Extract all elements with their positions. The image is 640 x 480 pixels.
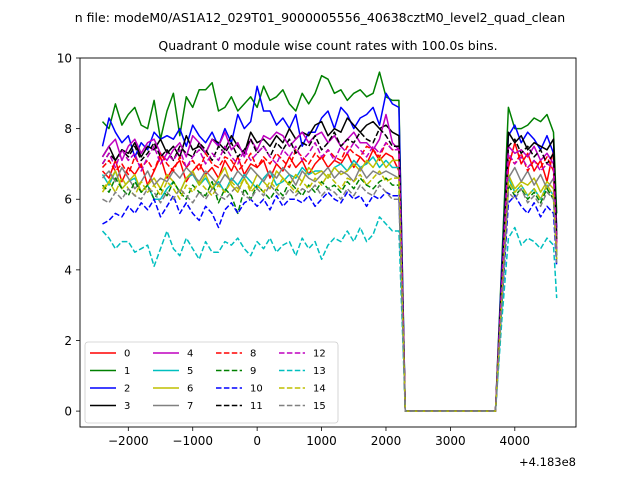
y-tick-label: 4 bbox=[64, 263, 72, 277]
legend-label-3: 3 bbox=[124, 401, 130, 412]
x-tick-label: 1000 bbox=[306, 434, 337, 448]
legend-label-14: 14 bbox=[313, 384, 326, 395]
x-tick-label: 0 bbox=[253, 434, 261, 448]
legend-label-11: 11 bbox=[250, 401, 263, 412]
legend-label-0: 0 bbox=[124, 349, 130, 360]
x-tick-label: 2000 bbox=[371, 434, 402, 448]
y-tick-label: 2 bbox=[64, 334, 72, 348]
x-offset-label: +4.183e8 bbox=[519, 455, 576, 469]
axes-frame bbox=[79, 57, 577, 428]
legend-label-2: 2 bbox=[124, 384, 130, 395]
y-tick-label: 10 bbox=[57, 52, 72, 66]
legend-label-10: 10 bbox=[250, 384, 263, 395]
legend-label-9: 9 bbox=[250, 366, 256, 377]
y-tick-label: 8 bbox=[64, 122, 72, 136]
x-axis-ticks: −2000 −1000 0 1000 2000 3000 4000 bbox=[108, 427, 530, 448]
y-axis-ticks: 0 2 4 6 8 10 bbox=[57, 52, 80, 419]
x-tick-label: −2000 bbox=[108, 434, 149, 448]
legend-label-1: 1 bbox=[124, 366, 130, 377]
figure-suptitle: n file: modeM0/AS1A12_029T01_9000005556_… bbox=[75, 10, 565, 25]
x-tick-label: 4000 bbox=[500, 434, 531, 448]
legend-label-8: 8 bbox=[250, 349, 256, 360]
legend-label-7: 7 bbox=[187, 401, 193, 412]
legend-label-12: 12 bbox=[313, 349, 326, 360]
y-tick-label: 6 bbox=[64, 193, 72, 207]
legend-label-5: 5 bbox=[187, 366, 193, 377]
series-line-15 bbox=[102, 184, 558, 412]
legend-frame bbox=[84, 341, 339, 424]
series-layer bbox=[101, 71, 558, 412]
x-tick-label: 3000 bbox=[435, 434, 466, 448]
chart-title: Quadrant 0 module wise count rates with … bbox=[158, 38, 497, 53]
y-tick-label: 0 bbox=[64, 405, 72, 419]
x-tick-label: −1000 bbox=[172, 434, 213, 448]
legend-label-6: 6 bbox=[187, 384, 193, 395]
legend-label-13: 13 bbox=[313, 366, 326, 377]
legend-label-15: 15 bbox=[313, 401, 326, 412]
legend-label-4: 4 bbox=[187, 349, 193, 360]
